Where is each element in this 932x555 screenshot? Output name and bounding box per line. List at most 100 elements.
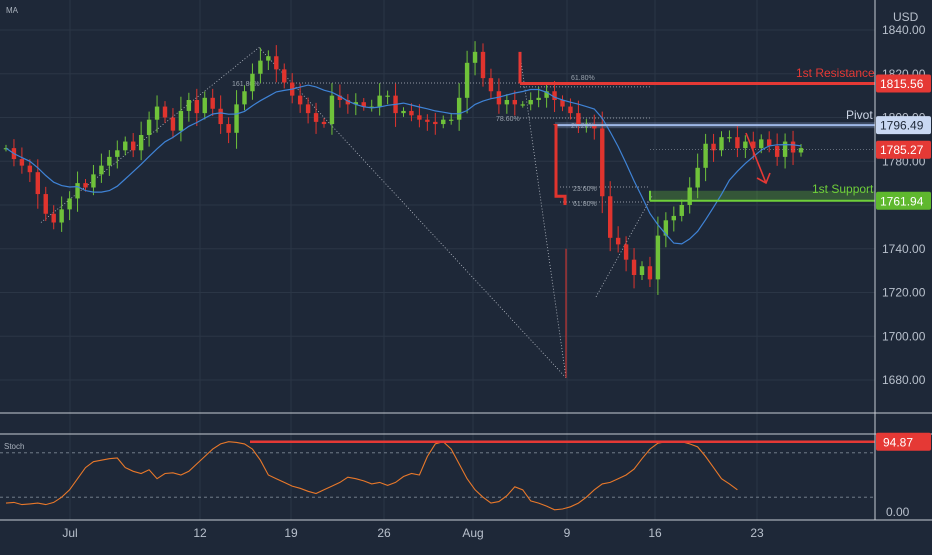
candle-body	[520, 104, 525, 106]
support-zone	[650, 190, 875, 201]
candle-body	[297, 95, 303, 105]
candle	[305, 97, 311, 124]
candle-body	[472, 51, 478, 63]
candle	[83, 178, 88, 192]
support-label: 1st Support	[812, 182, 874, 196]
candle-body	[19, 159, 25, 166]
candle-body	[345, 100, 351, 105]
candle	[631, 248, 637, 289]
candle	[154, 95, 160, 133]
fib-trend-line	[519, 54, 567, 378]
support-badge	[876, 191, 931, 210]
candle	[743, 135, 748, 158]
candle-body	[631, 259, 637, 275]
candle-body	[449, 119, 454, 121]
candle	[782, 133, 788, 169]
x-tick-label: 26	[377, 526, 391, 540]
candle	[266, 50, 271, 71]
candle	[488, 68, 494, 99]
candle-body	[735, 137, 740, 149]
candle	[234, 90, 239, 149]
stoch-panel	[0, 440, 875, 511]
candle-body	[608, 196, 613, 238]
candle	[59, 196, 64, 232]
candle	[576, 100, 581, 134]
candle	[385, 90, 390, 105]
candle	[520, 101, 525, 108]
x-tick-label: 23	[750, 526, 764, 540]
candle	[703, 133, 708, 182]
candle-body	[623, 244, 629, 260]
candle-body	[321, 121, 327, 125]
candle	[91, 164, 96, 196]
candle	[679, 199, 684, 222]
candle-body	[75, 183, 80, 199]
x-tick-label: 19	[284, 526, 298, 540]
candle-body	[353, 102, 358, 105]
candle-body	[687, 187, 692, 205]
candle-body	[274, 56, 279, 70]
stoch-line	[5, 441, 738, 511]
support-badge-text: 1761.94	[880, 194, 924, 208]
candle	[218, 95, 223, 134]
candle-body	[115, 150, 120, 157]
candle-body	[719, 137, 724, 151]
stoch-level-badge	[876, 432, 931, 451]
candle	[369, 99, 374, 112]
candle	[282, 63, 287, 89]
candle-body	[194, 100, 199, 114]
candle	[472, 41, 478, 76]
candle	[123, 136, 128, 156]
candle-body	[170, 117, 176, 131]
candle-body	[385, 95, 390, 97]
x-tick-label: Aug	[462, 526, 483, 540]
candle	[226, 117, 231, 144]
pivot-badge	[876, 116, 931, 135]
candle	[131, 133, 136, 158]
candle-body	[91, 174, 96, 188]
x-tick-label: 12	[193, 526, 207, 540]
resistance-badge-text: 1815.56	[880, 77, 924, 91]
candle-body	[528, 100, 533, 105]
candle	[449, 112, 454, 125]
candle-body	[377, 95, 382, 107]
candle-body	[639, 266, 645, 275]
candle	[19, 147, 25, 174]
candle-body	[258, 60, 263, 74]
candle	[798, 143, 804, 157]
candle	[115, 140, 120, 169]
candle-body	[433, 121, 438, 125]
candle	[210, 88, 215, 116]
candle	[608, 181, 613, 252]
currency-label: USD	[893, 10, 919, 24]
candle-body	[536, 97, 541, 100]
candle	[695, 153, 700, 199]
fib-label: 61.80%	[571, 75, 595, 82]
candle	[623, 236, 629, 272]
fib-label: 23.60%	[573, 186, 597, 193]
candle-body	[441, 119, 446, 125]
candle	[663, 212, 669, 248]
candle	[297, 83, 303, 113]
candle-body	[679, 205, 684, 216]
candle	[67, 191, 72, 221]
moving-average	[5, 84, 802, 245]
candle	[496, 78, 502, 114]
candle-body	[456, 97, 462, 120]
y-tick-label: 1740.00	[882, 242, 926, 256]
candle-body	[369, 106, 374, 108]
candle-body	[210, 97, 215, 109]
candle	[75, 171, 80, 212]
candle	[719, 131, 724, 157]
candle	[250, 63, 255, 100]
candle	[464, 50, 470, 114]
projection-arrow	[745, 132, 767, 184]
candle-body	[401, 110, 406, 114]
axes[interactable]: 1840.001820.001800.001780.001760.001740.…	[0, 0, 932, 540]
candle	[655, 216, 661, 295]
projection-arrow-head	[756, 172, 771, 185]
indicator-label: MA	[6, 6, 19, 15]
candle	[27, 159, 33, 183]
candle-body	[576, 113, 581, 125]
